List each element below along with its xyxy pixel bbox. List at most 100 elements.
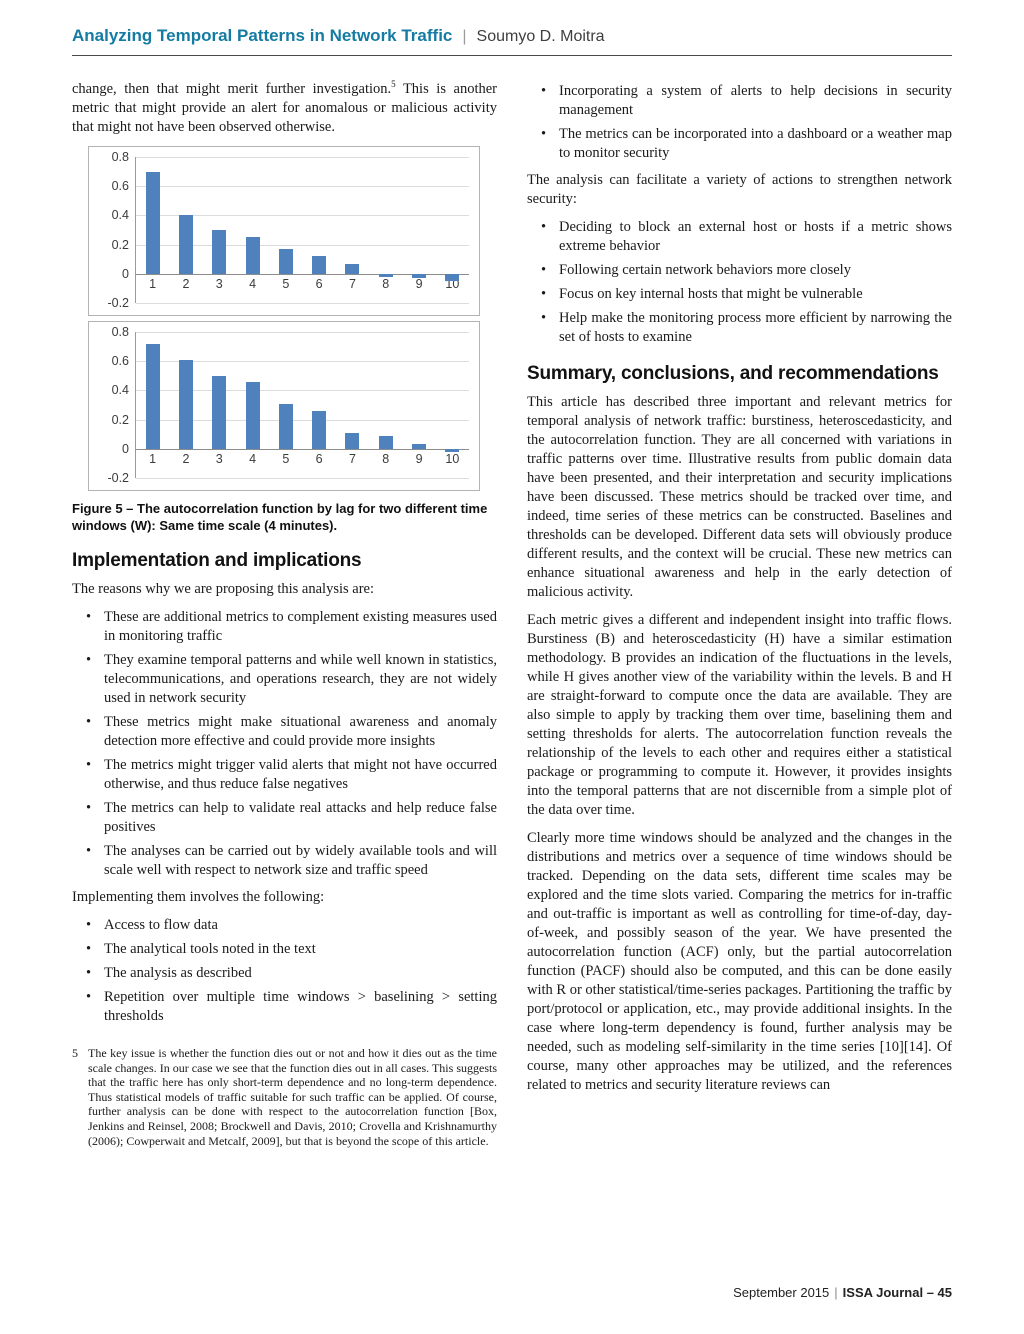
x-tick-label: 4 [249, 451, 257, 466]
x-tick-label: 1 [149, 276, 157, 291]
bullet-item: • Help make the monitoring process more … [527, 309, 952, 347]
bullet-text: The metrics can help to validate real at… [104, 800, 497, 835]
bullet-text: Focus on key internal hosts that might b… [559, 286, 863, 302]
footer-date: September 2015 [733, 1285, 830, 1300]
bullet-text: Following certain network behaviors more… [559, 262, 851, 278]
bullet-text: Access to flow data [104, 917, 218, 933]
acf-bar-lag-4 [245, 381, 260, 449]
gridline [136, 390, 469, 392]
header-separator: | [462, 28, 467, 45]
gridline [136, 244, 469, 246]
actions-intro-paragraph: The analysis can facilitate a variety of… [527, 172, 952, 207]
x-axis-line [136, 448, 469, 450]
y-tick-label: 0.2 [111, 237, 129, 252]
bullet-marker: • [541, 126, 547, 142]
reasons-intro-paragraph: The reasons why we are proposing this an… [72, 581, 375, 597]
acf-bar-lag-10 [445, 273, 460, 282]
page-footer: September 2015 | ISSA Journal – 45 [733, 1285, 952, 1300]
bullet-item: • The metrics can be incorporated into a… [527, 125, 952, 163]
bullet-text: The analysis as described [104, 965, 252, 981]
gridline [136, 361, 469, 363]
bullet-marker: • [86, 800, 92, 816]
two-column-body: change, then that might merit further in… [72, 80, 952, 1148]
bullet-text: The analyses can be carried out by widel… [104, 843, 497, 878]
bullet-item: • These are additional metrics to comple… [72, 608, 497, 646]
intro-text-part2: This is another metric that might provid… [72, 81, 497, 135]
figure-caption: Figure 5 – The autocorrelation function … [72, 501, 488, 533]
x-tick-label: 4 [249, 276, 257, 291]
y-tick-label: 0.4 [111, 208, 129, 223]
bullet-item: • These metrics might make situational a… [72, 713, 497, 751]
x-tick-label: 9 [415, 276, 423, 291]
bullet-item: • Access to flow data [72, 916, 497, 935]
footer-journal-page: ISSA Journal – 45 [842, 1285, 952, 1300]
gridline [136, 332, 469, 333]
bullet-text: They examine temporal patterns and while… [104, 652, 497, 706]
acf-bar-lag-9 [412, 273, 427, 279]
x-tick-label: 1 [149, 451, 157, 466]
bullet-marker: • [541, 219, 547, 235]
bullet-marker: • [541, 310, 547, 326]
bullet-item: • Following certain network behaviors mo… [527, 261, 952, 280]
bullet-marker: • [86, 989, 92, 1005]
bullet-marker: • [86, 652, 92, 668]
bullet-text: The analytical tools noted in the text [104, 941, 316, 957]
bullet-item: • The metrics might trigger valid alerts… [72, 756, 497, 794]
x-tick-label: 5 [282, 451, 290, 466]
section-heading-implementation: Implementation and implications [72, 550, 362, 571]
footnote-5: 5 The key issue is whether the function … [72, 1046, 497, 1148]
summary-paragraph-2: Each metric gives a different and indepe… [527, 612, 952, 818]
acf-bar-lag-8 [378, 435, 393, 449]
x-tick-label: 7 [348, 451, 356, 466]
gridline [136, 215, 469, 217]
bullet-item: • The metrics can help to validate real … [72, 799, 497, 837]
acf-bar-lag-2 [178, 359, 193, 449]
actions-bullet-list: • Deciding to block an external host or … [527, 218, 952, 347]
summary-paragraph-1: This article has described three importa… [527, 394, 952, 600]
chart-plot-area: 0.8 0.6 0.4 0.2 0 -0.2 1 2 3 4 5 6 7 8 9 10 [107, 325, 469, 485]
bullet-marker: • [541, 286, 547, 302]
acf-bar-lag-6 [312, 410, 327, 449]
bullet-marker: • [86, 757, 92, 773]
bullet-text: The metrics can be incorporated into a d… [559, 126, 952, 161]
implementing-intro-paragraph: Implementing them involves the following… [72, 889, 325, 905]
bullet-text: These are additional metrics to compleme… [104, 609, 497, 644]
acf-bar-lag-6 [312, 256, 327, 274]
acf-bar-lag-7 [345, 263, 360, 274]
acf-bar-lag-1 [145, 343, 160, 449]
x-tick-label: 3 [215, 276, 223, 291]
implementing-bullet-list: • Access to flow data • The analytical t… [72, 916, 497, 1026]
y-tick-label: -0.2 [107, 471, 129, 485]
x-tick-label: 7 [348, 276, 356, 291]
bullet-marker: • [86, 714, 92, 730]
gridline [136, 419, 469, 421]
gridline [136, 478, 469, 479]
bullet-marker: • [86, 843, 92, 859]
footer-separator: | [834, 1285, 838, 1300]
footnote-reference: 5 [391, 79, 396, 90]
x-tick-label: 8 [382, 451, 390, 466]
left-column: change, then that might merit further in… [72, 80, 497, 1148]
acf-bar-lag-10 [445, 448, 460, 452]
bullet-item: • Deciding to block an external host or … [527, 218, 952, 256]
summary-paragraph-3: Clearly more time windows should be anal… [527, 830, 952, 1093]
reasons-bullet-list: • These are additional metrics to comple… [72, 608, 497, 880]
x-tick-label: 6 [315, 451, 323, 466]
article-author: Soumyo D. Moitra [476, 28, 605, 45]
acf-bar-lag-4 [245, 237, 260, 274]
y-tick-label: 0.8 [111, 325, 129, 339]
bullet-item: • The analyses can be carried out by wid… [72, 842, 497, 880]
bullet-text: Help make the monitoring process more ef… [559, 310, 952, 345]
bullet-item: • The analysis as described [72, 964, 497, 983]
y-tick-label: 0.2 [111, 412, 129, 427]
y-tick-label: 0.6 [111, 354, 129, 369]
footnote-number: 5 [72, 1046, 78, 1060]
y-tick-label: -0.2 [107, 296, 129, 310]
acf-bar-lag-1 [145, 171, 160, 274]
bullet-marker: • [86, 917, 92, 933]
gridline [136, 186, 469, 188]
article-title: Analyzing Temporal Patterns in Network T… [72, 26, 453, 45]
x-tick-label: 3 [215, 451, 223, 466]
bullet-marker: • [86, 965, 92, 981]
bullet-text: Incorporating a system of alerts to help… [559, 83, 952, 118]
